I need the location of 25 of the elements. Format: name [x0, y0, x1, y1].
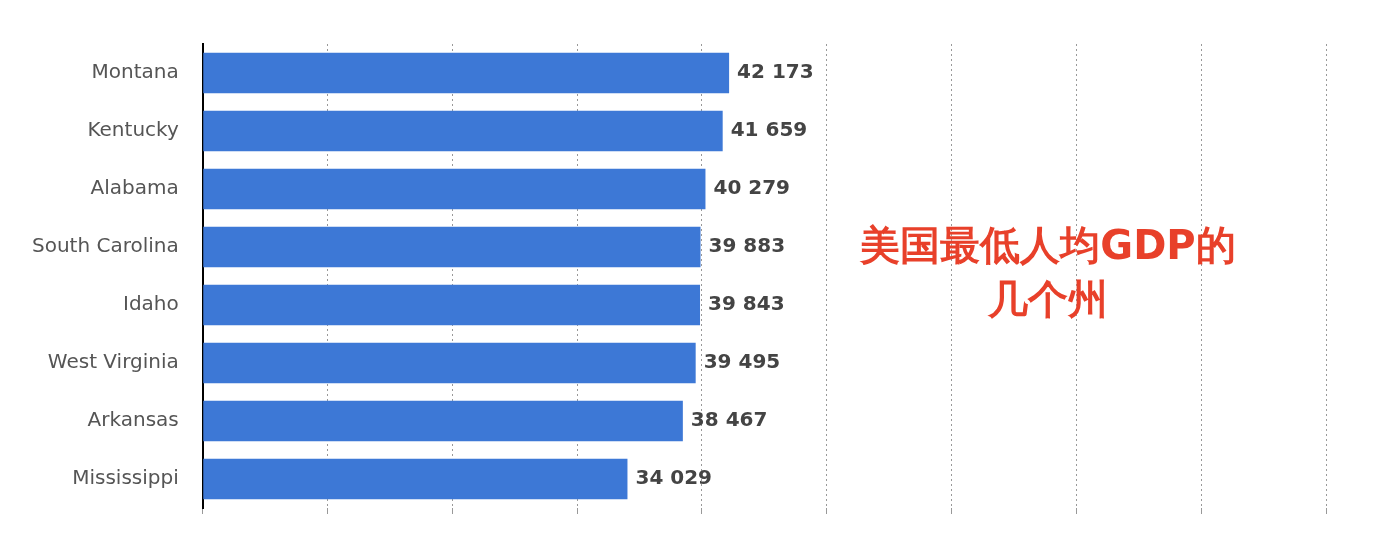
- bar: [203, 226, 701, 268]
- bar: [203, 168, 706, 210]
- y-tick-label: West Virginia: [47, 349, 179, 374]
- bar: [203, 284, 701, 326]
- bar: [203, 52, 730, 94]
- data-label: 38 467: [690, 407, 768, 432]
- bar: [203, 458, 628, 500]
- y-tick-label: Kentucky: [87, 117, 179, 142]
- bar: [203, 342, 696, 384]
- data-label: 41 659: [730, 117, 808, 142]
- y-tick-label: South Carolina: [31, 233, 179, 258]
- y-tick-label: Montana: [91, 59, 179, 84]
- bar: [203, 400, 683, 442]
- y-tick-label: Alabama: [90, 175, 179, 200]
- text: 美国最低人均GDP的几个州: [859, 221, 1237, 324]
- y-tick-label: Idaho: [123, 291, 179, 316]
- bar: [203, 110, 723, 152]
- data-label: 39 883: [708, 233, 786, 258]
- data-label: 40 279: [713, 175, 791, 200]
- data-label: 39 495: [703, 349, 781, 374]
- y-tick-label: Arkansas: [87, 407, 179, 432]
- y-tick-label: Mississippi: [72, 465, 179, 490]
- data-label: 34 029: [635, 465, 713, 490]
- data-label: 39 843: [708, 291, 785, 316]
- data-label: 42 173: [737, 59, 814, 84]
